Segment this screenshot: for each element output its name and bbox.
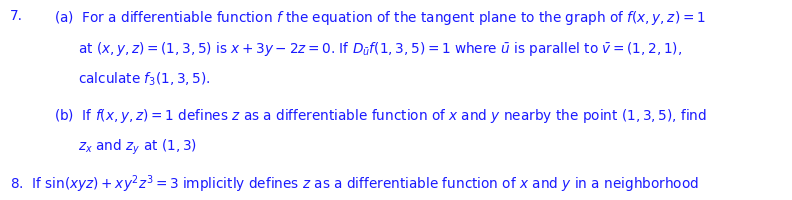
Text: (b)  If $f(x, y, z) = 1$ defines $z$ as a differentiable function of $x$ and $y$: (b) If $f(x, y, z) = 1$ defines $z$ as a… (54, 107, 707, 125)
Text: 8.  If $\sin(xyz) + xy^2z^3 = 3$ implicitly defines $z$ as a differentiable func: 8. If $\sin(xyz) + xy^2z^3 = 3$ implicit… (10, 173, 699, 195)
Text: calculate $f_3(1, 3, 5)$.: calculate $f_3(1, 3, 5)$. (78, 71, 211, 88)
Text: 7.: 7. (10, 9, 23, 23)
Text: at $(x, y, z) = (1, 3, 5)$ is $x + 3y - 2z = 0$. If $D_{\bar{u}}f(1, 3, 5) = 1$ : at $(x, y, z) = (1, 3, 5)$ is $x + 3y - … (78, 40, 682, 58)
Text: $z_x$ and $z_y$ at $(1, 3)$: $z_x$ and $z_y$ at $(1, 3)$ (78, 138, 196, 157)
Text: (a)  For a differentiable function $f$ the equation of the tangent plane to the : (a) For a differentiable function $f$ th… (54, 9, 706, 27)
